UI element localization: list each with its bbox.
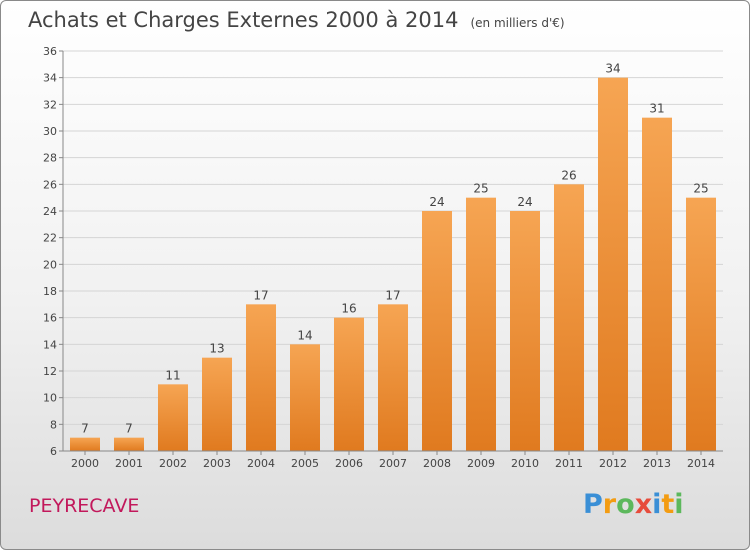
x-tick-label: 2001 bbox=[115, 457, 143, 470]
y-tick-label: 16 bbox=[43, 312, 57, 325]
bar-value-label: 16 bbox=[341, 302, 356, 316]
bar-value-label: 34 bbox=[605, 62, 620, 76]
bar-2007 bbox=[378, 304, 408, 451]
y-tick-label: 30 bbox=[43, 125, 57, 138]
bar-value-label: 7 bbox=[125, 422, 133, 436]
bar-2010 bbox=[510, 211, 540, 451]
bar-value-label: 11 bbox=[165, 368, 180, 382]
y-tick-label: 34 bbox=[43, 72, 57, 85]
bar-2013 bbox=[642, 117, 672, 452]
bar-value-label: 13 bbox=[209, 342, 224, 356]
y-tick-label: 26 bbox=[43, 178, 57, 191]
bar-2014 bbox=[686, 197, 716, 451]
logo-letter: x bbox=[634, 489, 653, 520]
logo-letter: P bbox=[583, 489, 603, 520]
y-tick-label: 12 bbox=[43, 365, 57, 378]
x-tick-label: 2006 bbox=[335, 457, 363, 470]
logo-letter: i bbox=[652, 489, 662, 520]
y-tick-label: 14 bbox=[43, 338, 57, 351]
x-tick-label: 2003 bbox=[203, 457, 231, 470]
y-tick-label: 24 bbox=[43, 205, 57, 218]
y-tick-label: 6 bbox=[50, 445, 57, 458]
chart-title: Achats et Charges Externes 2000 à 2014 bbox=[28, 8, 459, 32]
bar-2009 bbox=[466, 197, 496, 451]
y-tick-label: 10 bbox=[43, 392, 57, 405]
x-tick-label: 2000 bbox=[71, 457, 99, 470]
x-tick-label: 2005 bbox=[291, 457, 319, 470]
bar-value-label: 31 bbox=[649, 102, 664, 116]
bar-value-label: 26 bbox=[561, 168, 576, 182]
y-tick-label: 36 bbox=[43, 45, 57, 58]
y-tick-label: 28 bbox=[43, 152, 57, 165]
bar-value-label: 17 bbox=[385, 288, 400, 302]
bar-2006 bbox=[334, 317, 364, 451]
y-tick-label: 32 bbox=[43, 98, 57, 111]
bar-2011 bbox=[554, 184, 584, 452]
bar-2004 bbox=[246, 304, 276, 451]
chart-subtitle: (en milliers d'€) bbox=[470, 16, 565, 30]
x-tick-label: 2009 bbox=[467, 457, 495, 470]
x-tick-label: 2008 bbox=[423, 457, 451, 470]
y-tick-label: 20 bbox=[43, 258, 57, 271]
bar-value-label: 25 bbox=[473, 182, 488, 196]
bar-value-label: 24 bbox=[517, 195, 532, 209]
x-tick-label: 2013 bbox=[643, 457, 671, 470]
x-tick-label: 2002 bbox=[159, 457, 187, 470]
logo-letter: i bbox=[674, 489, 684, 520]
proxiti-logo: Proxiti bbox=[583, 489, 684, 520]
bar-2012 bbox=[598, 77, 628, 452]
x-tick-label: 2012 bbox=[599, 457, 627, 470]
logo-letter: o bbox=[616, 489, 635, 520]
bars: 7 7 11 13 17 14 16 17 24 25 24 26 34 31 25 bbox=[70, 62, 716, 452]
bar-value-label: 17 bbox=[253, 288, 268, 302]
bar-2000 bbox=[70, 437, 100, 451]
y-tick-label: 18 bbox=[43, 285, 57, 298]
x-tick-label: 2010 bbox=[511, 457, 539, 470]
bar-value-label: 7 bbox=[81, 422, 89, 436]
bar-value-label: 25 bbox=[693, 182, 708, 196]
bar-2002 bbox=[158, 384, 188, 451]
bar-2001 bbox=[114, 437, 144, 451]
bar-2005 bbox=[290, 344, 320, 451]
x-tick-label: 2007 bbox=[379, 457, 407, 470]
logo-letter: r bbox=[602, 489, 617, 520]
x-tick-label: 2004 bbox=[247, 457, 275, 470]
y-tick-label: 22 bbox=[43, 232, 57, 245]
x-tick-label: 2014 bbox=[687, 457, 715, 470]
y-tick-label: 8 bbox=[50, 418, 57, 431]
logo-letter: t bbox=[661, 489, 675, 520]
x-tick-label: 2011 bbox=[555, 457, 583, 470]
commune-name: PEYRECAVE bbox=[29, 495, 140, 517]
bar-2003 bbox=[202, 357, 232, 451]
title-row: Achats et Charges Externes 2000 à 2014 (e… bbox=[28, 8, 565, 32]
bar-value-label: 14 bbox=[297, 328, 312, 342]
axes: 6 8 10 12 14 16 18 20 22 24 26 28 30 32 34 36 2000 2001 20… bbox=[43, 45, 723, 470]
bar-value-label: 24 bbox=[429, 195, 444, 209]
bar-2008 bbox=[422, 211, 452, 451]
